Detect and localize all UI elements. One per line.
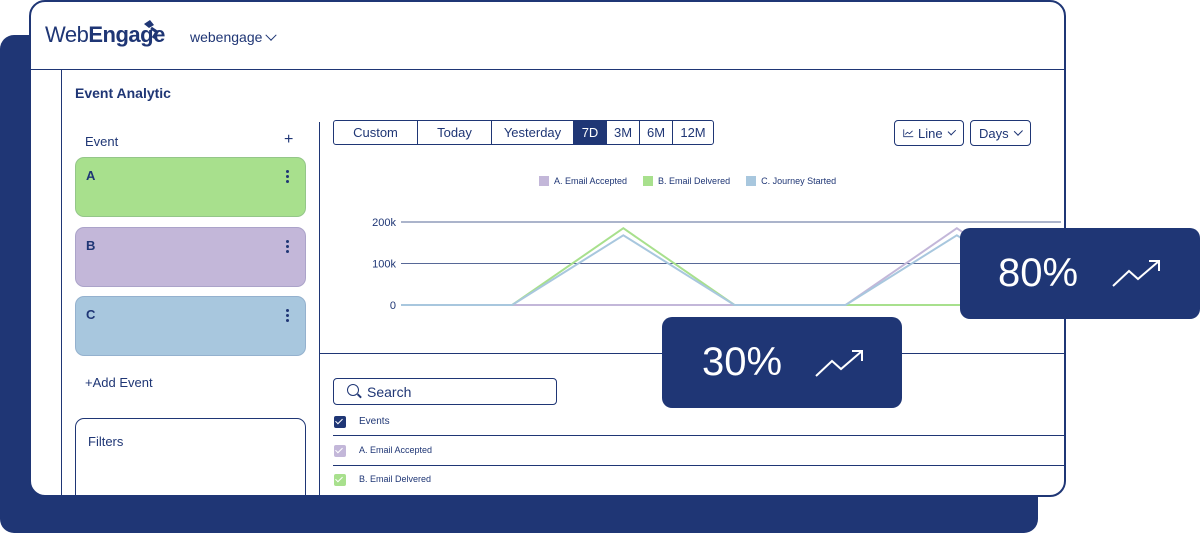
- range-6m[interactable]: 6M: [640, 121, 673, 144]
- granularity-dropdown[interactable]: Days: [970, 120, 1031, 146]
- growth-badge-80: 80%: [960, 228, 1200, 319]
- date-range-selector: Custom Today Yesterday 7D 3M 6M 12M: [333, 120, 714, 145]
- more-options-icon[interactable]: [286, 240, 289, 255]
- row-checkbox[interactable]: [334, 474, 346, 486]
- legend-item[interactable]: B. Email Delvered: [643, 176, 730, 186]
- main-border: [319, 122, 320, 495]
- row-label: B. Email Delvered: [359, 474, 432, 484]
- add-event-plus-button[interactable]: +: [284, 131, 294, 148]
- add-event-button[interactable]: +Add Event: [85, 375, 153, 390]
- filters-label: Filters: [88, 434, 124, 449]
- growth-badge-30: 30%: [662, 317, 902, 408]
- y-tick-label: 200k: [372, 217, 396, 229]
- y-tick-label: 0: [390, 300, 396, 312]
- row-label: A. Email Accepted: [359, 445, 433, 455]
- chevron-down-icon: [265, 29, 278, 41]
- event-card-b[interactable]: B: [75, 227, 306, 287]
- legend-item[interactable]: A. Email Accepted: [539, 176, 627, 186]
- row-divider: [333, 435, 1064, 436]
- chart-legend: A. Email Accepted B. Email Delvered C. J…: [539, 176, 836, 186]
- chevron-down-icon: [1013, 126, 1023, 136]
- logo-mark-icon: [144, 20, 160, 39]
- event-card-label: A: [86, 168, 96, 183]
- search-input[interactable]: Search: [333, 378, 557, 405]
- page-title: Event Analytic: [75, 85, 171, 101]
- y-tick-label: 100k: [372, 259, 396, 271]
- webengage-logo[interactable]: WebEngage: [45, 22, 165, 47]
- events-header: Events: [359, 416, 390, 427]
- more-options-icon[interactable]: [286, 309, 289, 324]
- app-window: WebEngage webengage Event Analytic Event…: [29, 0, 1066, 497]
- legend-swatch: [746, 176, 757, 186]
- trending-up-icon: [1112, 260, 1160, 287]
- workspace-selector[interactable]: webengage: [190, 29, 278, 45]
- more-options-icon[interactable]: [286, 170, 289, 185]
- chevron-down-icon: [947, 126, 956, 136]
- legend-swatch: [643, 176, 654, 186]
- range-7d[interactable]: 7D: [574, 121, 607, 144]
- series-line-3: [401, 234, 1061, 306]
- event-card-label: C: [86, 307, 96, 322]
- range-12m[interactable]: 12M: [680, 125, 706, 140]
- top-bar: WebEngage webengage: [31, 2, 1064, 70]
- event-header: Event: [85, 134, 119, 149]
- legend-item[interactable]: C. Journey Started: [746, 176, 836, 186]
- event-card-label: B: [86, 238, 96, 253]
- filters-panel[interactable]: Filters: [75, 418, 306, 495]
- sidebar-border: [61, 69, 62, 495]
- row-divider: [333, 465, 1064, 466]
- search-icon: [347, 384, 359, 396]
- select-all-checkbox[interactable]: [334, 416, 346, 428]
- row-checkbox[interactable]: [334, 445, 346, 457]
- event-card-c[interactable]: C: [75, 296, 306, 356]
- trending-up-icon: [815, 350, 863, 377]
- range-today[interactable]: Today: [418, 121, 492, 144]
- legend-swatch: [539, 176, 549, 186]
- event-card-a[interactable]: A: [75, 157, 306, 217]
- line-chart-icon: [903, 129, 914, 138]
- range-custom[interactable]: Custom: [334, 121, 418, 144]
- range-3m[interactable]: 3M: [607, 121, 640, 144]
- line-chart: 0 100k 200k: [372, 217, 1061, 312]
- chart-type-dropdown[interactable]: Line: [894, 120, 964, 146]
- range-yesterday[interactable]: Yesterday: [492, 121, 574, 144]
